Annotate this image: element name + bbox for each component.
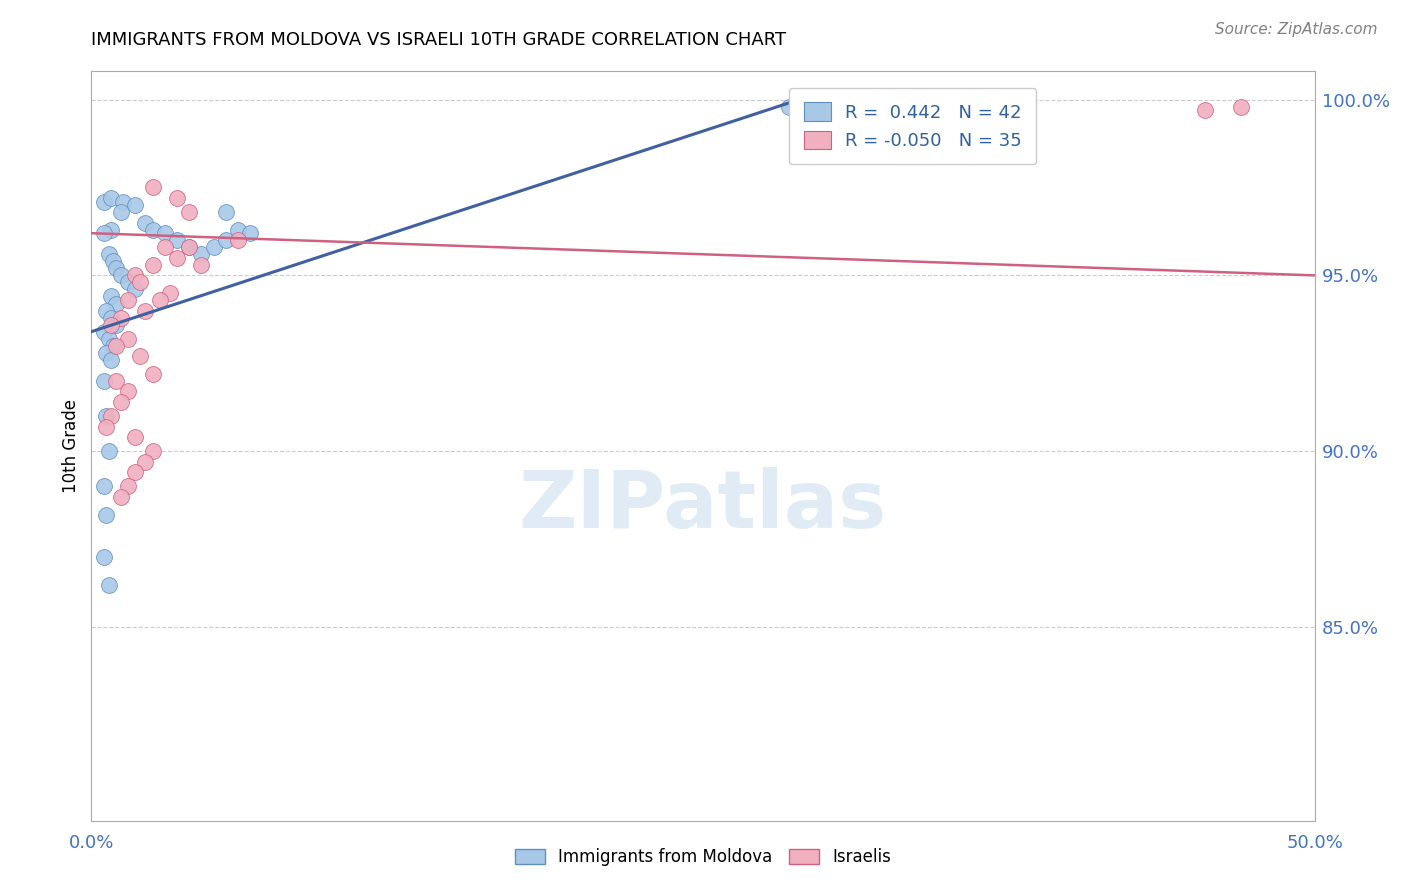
Point [124, 466, 146, 480]
Point [104, 374, 127, 388]
Legend: Immigrants from Moldova, Israelis: Immigrants from Moldova, Israelis [508, 842, 898, 873]
Point [159, 285, 181, 300]
Point [124, 268, 146, 283]
Point [93, 325, 115, 339]
Point [97, 247, 120, 261]
Point [226, 233, 249, 247]
Point [117, 384, 139, 399]
Point [129, 349, 152, 363]
Point [153, 226, 176, 240]
Point [112, 194, 135, 209]
Text: Source: ZipAtlas.com: Source: ZipAtlas.com [1215, 22, 1378, 37]
Point [93, 479, 115, 493]
Point [94, 409, 117, 423]
Text: ZIPatlas: ZIPatlas [519, 467, 887, 545]
Point [110, 395, 132, 409]
Point [179, 240, 201, 254]
Point [93, 549, 115, 564]
Point [141, 258, 163, 272]
Point [179, 240, 201, 254]
Point [215, 233, 238, 247]
Text: IMMIGRANTS FROM MOLDOVA VS ISRAELI 10TH GRADE CORRELATION CHART: IMMIGRANTS FROM MOLDOVA VS ISRAELI 10TH … [91, 31, 786, 49]
Point [117, 276, 139, 290]
Point [110, 268, 132, 283]
Point [93, 194, 115, 209]
Point [129, 276, 152, 290]
Point [103, 339, 125, 353]
Y-axis label: 10th Grade: 10th Grade [62, 399, 80, 493]
Point [226, 222, 249, 236]
Point [141, 444, 163, 458]
Point [141, 367, 163, 381]
Point [104, 318, 127, 332]
Point [100, 352, 122, 367]
Point [100, 289, 122, 303]
Point [190, 258, 212, 272]
Point [94, 419, 117, 434]
Point [134, 216, 156, 230]
Point [124, 430, 146, 444]
Point [153, 240, 176, 254]
Point [117, 479, 139, 493]
Point [100, 191, 122, 205]
Point [166, 233, 188, 247]
Point [134, 455, 156, 469]
Point [97, 444, 120, 458]
Point [117, 332, 139, 346]
Point [100, 222, 122, 236]
Point [141, 180, 163, 194]
Point [166, 191, 188, 205]
Point [104, 261, 127, 276]
Point [97, 578, 120, 592]
Point [100, 318, 122, 332]
Point [190, 247, 212, 261]
Point [110, 490, 132, 504]
Point [110, 310, 132, 325]
Point [276, 873, 298, 888]
Legend: R =  0.442   N = 42, R = -0.050   N = 35: R = 0.442 N = 42, R = -0.050 N = 35 [789, 88, 1036, 164]
Point [94, 508, 117, 522]
Point [94, 345, 117, 359]
Point [100, 310, 122, 325]
Text: 50.0%: 50.0% [1286, 834, 1343, 852]
Point [202, 240, 225, 254]
Point [124, 283, 146, 297]
Point [179, 205, 201, 219]
Point [1230, 99, 1253, 113]
Point [93, 226, 115, 240]
Point [104, 296, 127, 310]
Point [103, 254, 125, 268]
Point [134, 303, 156, 318]
Point [124, 198, 146, 212]
Point [104, 339, 127, 353]
Point [215, 205, 238, 219]
Text: 0.0%: 0.0% [69, 834, 114, 852]
Point [100, 409, 122, 423]
Point [93, 374, 115, 388]
Point [97, 332, 120, 346]
Point [117, 293, 139, 307]
Point [778, 99, 800, 113]
Point [149, 293, 172, 307]
Point [166, 251, 188, 265]
Point [1194, 103, 1216, 117]
Point [110, 205, 132, 219]
Point [239, 226, 262, 240]
Point [94, 303, 117, 318]
Point [141, 222, 163, 236]
